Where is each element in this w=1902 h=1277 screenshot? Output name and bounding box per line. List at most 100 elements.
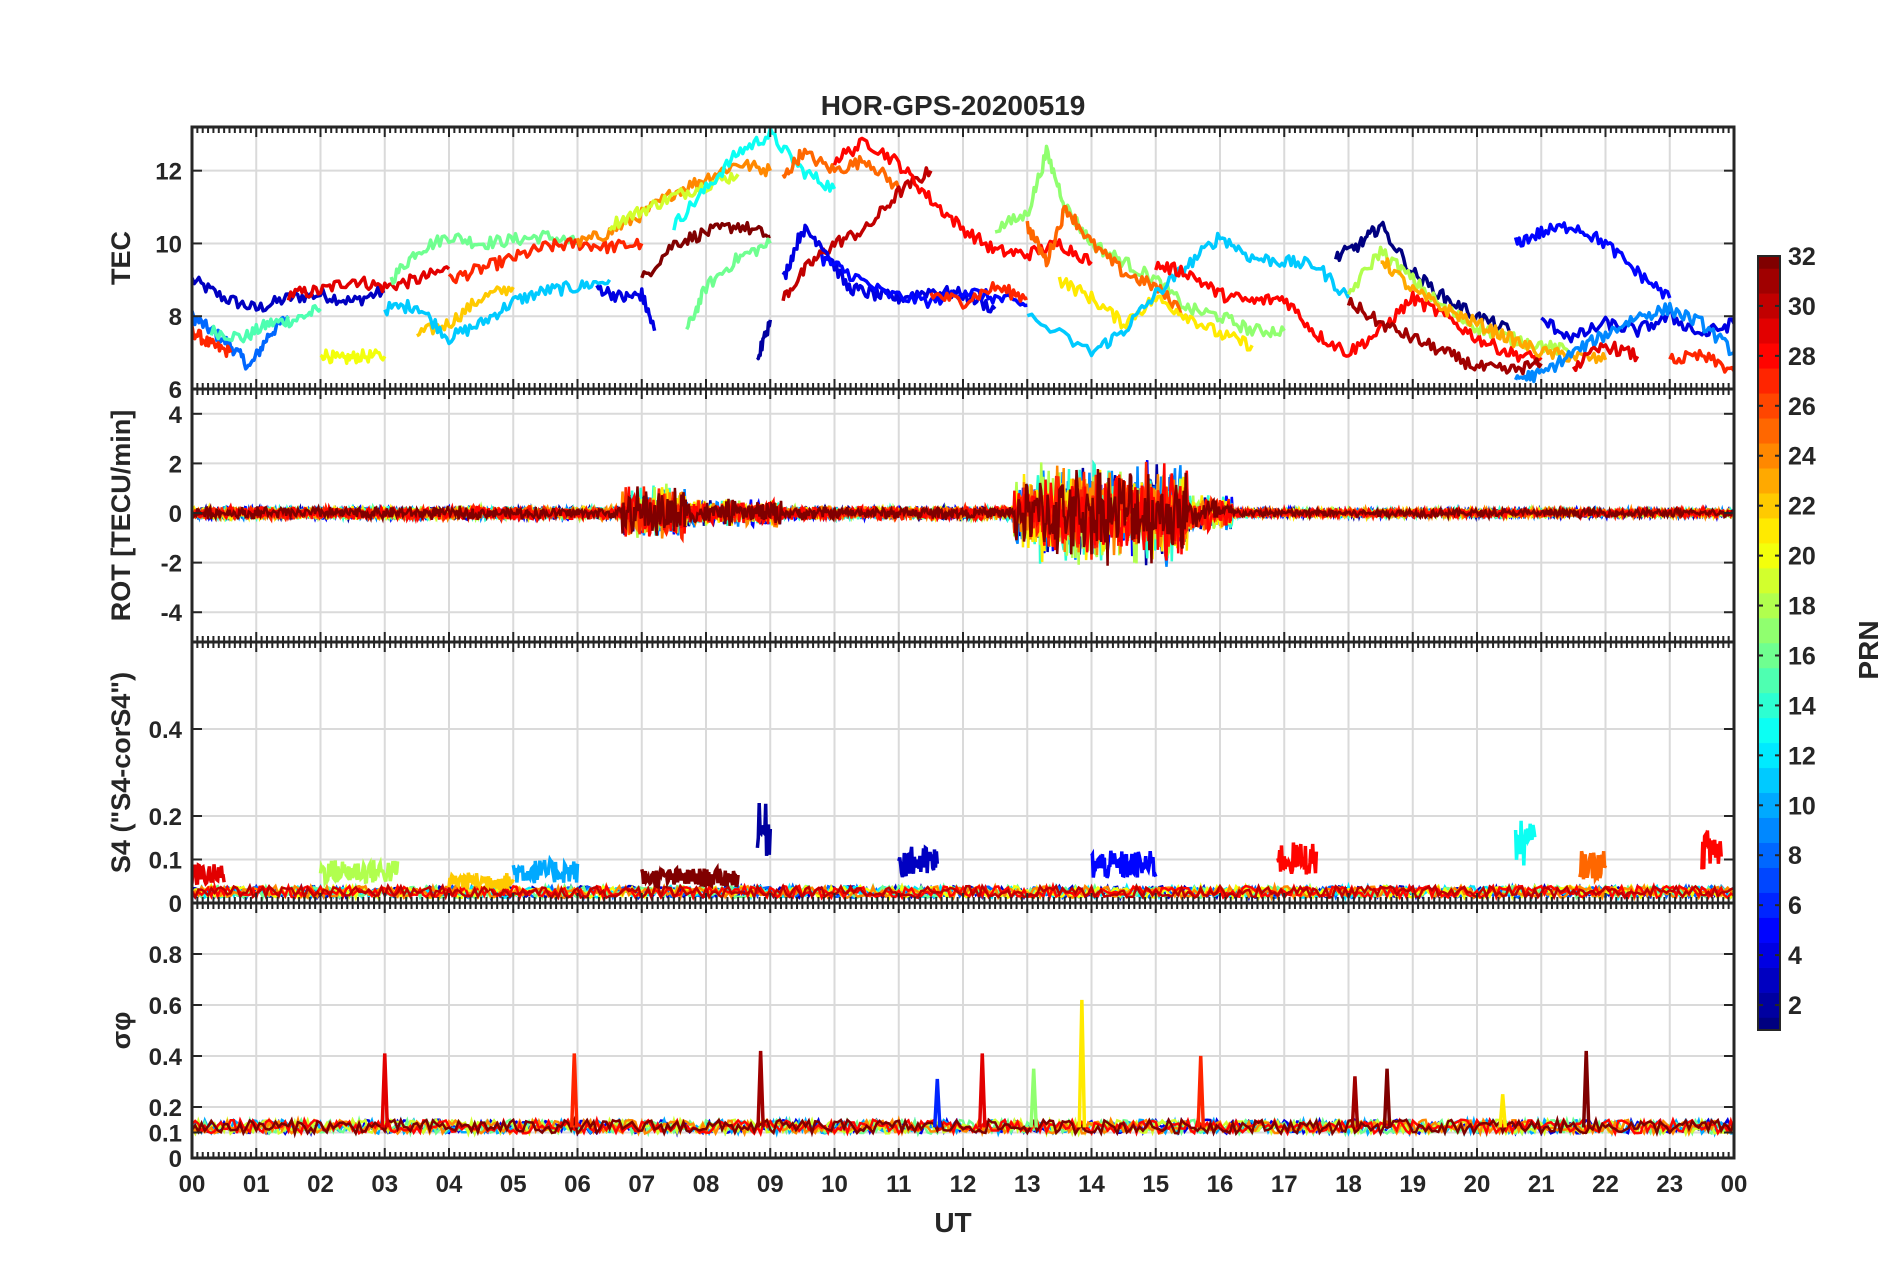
colorbar-band: [1757, 717, 1781, 744]
series-line-prn-17: [994, 144, 1286, 339]
x-tick-label: 07: [628, 1171, 655, 1198]
x-axis-label: UT: [934, 1207, 971, 1238]
series-line-prn-24: [575, 158, 772, 248]
y-tick-label: 12: [155, 159, 182, 186]
colorbar-band: [1757, 318, 1781, 344]
colorbar-tick-label: 2: [1788, 992, 1802, 1020]
grid-s4: [191, 642, 1735, 904]
colorbar-tick-label: 26: [1788, 393, 1816, 421]
series-line-prn-25: [781, 147, 901, 190]
colorbar-band: [1757, 967, 1781, 993]
x-tick-label: 00: [1721, 1171, 1748, 1198]
colorbar-band: [1757, 268, 1781, 294]
x-tick-label: 17: [1271, 1171, 1298, 1198]
s4-burst-prn-32: [640, 862, 740, 890]
series-line-prn-21: [1057, 276, 1254, 352]
series-line-prn-27: [192, 325, 233, 359]
x-tick-label: 13: [1014, 1171, 1041, 1198]
colorbar-tick-label: 30: [1788, 293, 1816, 321]
s4-burst-prn-10: [511, 854, 580, 884]
data-tec: [192, 127, 1734, 384]
colorbar-band: [1757, 867, 1781, 893]
y-tick-label: 0.4: [149, 1044, 183, 1071]
x-tick-label: 23: [1656, 1171, 1683, 1198]
rot-trace-prn-32: [192, 468, 1734, 566]
colorbar-band: [1757, 567, 1781, 594]
sigma-spike-prn-27: [569, 1053, 579, 1128]
colorbar-tick-label: 18: [1788, 593, 1816, 621]
sigma-spike-prn-21: [1498, 1094, 1508, 1128]
colorbar-tick-label: 28: [1788, 343, 1816, 371]
x-tick-label: 06: [564, 1171, 591, 1198]
panel-sigma_phi: 00.10.2 0.4 0.6 0.8 σφ: [106, 901, 1736, 1173]
sigma-spike-prn-32: [1382, 1068, 1392, 1128]
y-tick-label: 0.4: [149, 717, 183, 744]
y-tick-label: 0.2: [149, 1095, 182, 1122]
series-line-prn-8: [192, 310, 290, 371]
panel-rot: -4 -2 0 2 4 ROT [TECU/min]: [106, 387, 1736, 644]
s4-burst-prn-2: [755, 802, 773, 856]
colorbar-tick-label: 6: [1788, 892, 1802, 920]
series-line-prn-5: [819, 254, 1028, 309]
colorbar-tick-label: 4: [1788, 942, 1802, 970]
s4-burst-prn-3: [897, 844, 940, 878]
y-axis-label-rot: ROT [TECU/min]: [106, 410, 136, 621]
series-line-prn-28: [1154, 260, 1543, 366]
colorbar-band: [1757, 667, 1781, 694]
colorbar-tick-label: 14: [1788, 692, 1816, 720]
series-line-prn-9: [1514, 301, 1734, 384]
sigma-spike-prn-21: [1077, 999, 1087, 1128]
s4-burst-prn-13: [1513, 820, 1537, 866]
s4-burst-prn-25: [1578, 850, 1608, 886]
y-tick-label: 10: [155, 231, 182, 258]
sigma-spike-prn-32: [1581, 1050, 1591, 1128]
y-tick-label: 0.1: [149, 1121, 182, 1148]
x-tick-label: 18: [1335, 1171, 1362, 1198]
s4-burst-prn-29: [192, 862, 226, 887]
colorbar-band: [1757, 368, 1781, 394]
colorbar-tick-label: 10: [1788, 792, 1816, 820]
y-tick-label: 2: [169, 451, 182, 478]
sigma-spike-prn-27: [1196, 1055, 1206, 1128]
x-tick-label: 22: [1592, 1171, 1619, 1198]
y-tick-label: -4: [161, 600, 183, 627]
colorbar-band: [1757, 517, 1781, 544]
x-tick-label: 00: [179, 1171, 206, 1198]
series-line-prn-13: [672, 127, 837, 231]
colorbar-band: [1757, 255, 1781, 269]
series-line-prn-31: [1346, 296, 1543, 376]
colorbar-band: [1757, 1017, 1781, 1031]
colorbar-band: [1757, 917, 1781, 943]
s4-burst-prn-22: [447, 871, 515, 891]
x-tick-label: 02: [307, 1171, 334, 1198]
y-axis-label-tec: TEC: [106, 231, 136, 285]
series-line-prn-15: [209, 304, 322, 344]
y-tick-label: 0: [169, 891, 182, 918]
ticks-sigma_phi: 00.10.2 0.4 0.6 0.8: [149, 903, 1735, 1173]
sigma-spike-prn-29: [977, 1053, 987, 1128]
colorbar-band: [1757, 817, 1781, 843]
series-line-prn-2: [755, 319, 773, 361]
series-line-prn-27: [929, 281, 1028, 310]
x-tick-label: 04: [436, 1171, 463, 1198]
series-line-prn-23: [1380, 257, 1608, 365]
series-line-prn-28: [832, 136, 1093, 266]
x-tick-label: 05: [500, 1171, 527, 1198]
y-axis-label-s4: S4 ("S4-corS4"): [106, 672, 136, 873]
x-tick-labels: 00 01 02 03 04 05 06 07 08 09 10 11 12 13 14 15 16 17 18 19…: [179, 1171, 1748, 1198]
data-sigma_phi: [192, 999, 1734, 1139]
x-tick-label: 03: [371, 1171, 398, 1198]
s4-burst-prn-18: [318, 856, 400, 889]
series-line-prn-29: [1571, 340, 1640, 373]
ticks-tec: 6 8 10 12: [155, 127, 1735, 404]
y-tick-label: 0: [169, 1146, 182, 1173]
series-line-prn-11: [383, 278, 612, 346]
series-line-prn-16: [685, 237, 772, 331]
y-tick-label: 4: [169, 402, 183, 429]
y-tick-label: 0.1: [149, 848, 182, 875]
x-tick-label: 14: [1078, 1171, 1105, 1198]
sigma-trace-prn-32: [192, 1114, 1734, 1139]
sigma-spike-prn-17: [1029, 1068, 1038, 1128]
